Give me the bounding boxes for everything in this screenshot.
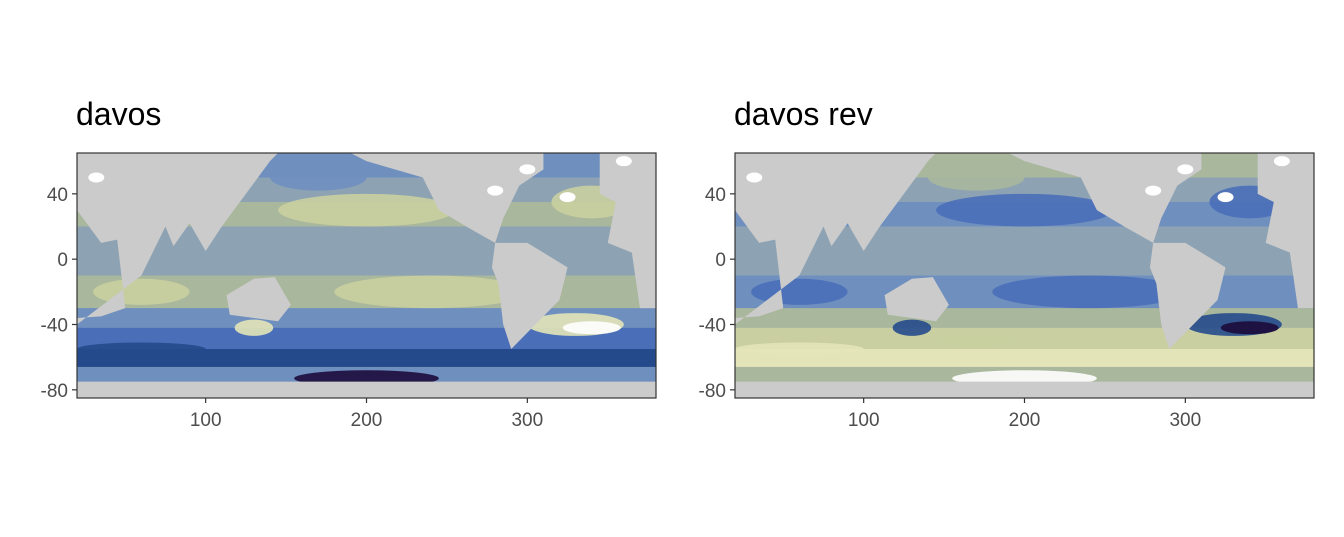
- missing-data-patch: [1218, 192, 1234, 202]
- map-field: [77, 153, 656, 398]
- ocean-feature: [563, 321, 621, 334]
- ocean-feature: [278, 194, 455, 227]
- ocean-feature: [936, 334, 1016, 347]
- x-tick-label: 100: [848, 410, 880, 431]
- missing-data-patch: [1177, 164, 1193, 174]
- ocean-feature: [270, 164, 367, 190]
- y-tick-label: -80: [699, 381, 726, 402]
- y-tick-label: 0: [715, 250, 726, 271]
- y-tick-label: -40: [699, 316, 726, 337]
- missing-data-patch: [616, 156, 632, 166]
- map-panel-davos: davos 100 200 300 40 0 -40 -80: [0, 0, 672, 537]
- ocean-band: [735, 227, 1314, 276]
- land-mass: [735, 382, 1314, 398]
- map-panel-davos-rev: davos rev 100 200 300 40 0 -40 -80: [658, 0, 1330, 537]
- missing-data-patch: [746, 173, 762, 183]
- ocean-feature: [1221, 321, 1279, 334]
- ocean-feature: [936, 194, 1113, 227]
- x-tick-label: 200: [351, 410, 383, 431]
- missing-data-patch: [88, 173, 104, 183]
- land-mass: [77, 382, 656, 398]
- ocean-feature: [893, 320, 932, 336]
- y-tick-label: -80: [41, 381, 68, 402]
- ocean-feature: [735, 342, 864, 355]
- missing-data-patch: [519, 164, 535, 174]
- ocean-feature: [751, 279, 848, 305]
- missing-data-patch: [487, 186, 503, 196]
- map-field: [735, 153, 1314, 398]
- ocean-band: [77, 227, 656, 276]
- y-tick-label: -40: [41, 316, 68, 337]
- ocean-feature: [278, 334, 358, 347]
- missing-data-patch: [1145, 186, 1161, 196]
- x-tick-label: 100: [190, 410, 222, 431]
- ocean-feature: [77, 342, 206, 355]
- x-tick-label: 300: [1169, 410, 1201, 431]
- y-tick-label: 40: [705, 185, 726, 206]
- x-tick-label: 200: [1009, 410, 1041, 431]
- ocean-feature: [93, 279, 190, 305]
- missing-data-patch: [1274, 156, 1290, 166]
- y-tick-label: 0: [57, 250, 68, 271]
- x-tick-label: 300: [511, 410, 543, 431]
- ocean-feature: [235, 320, 274, 336]
- missing-data-patch: [560, 192, 576, 202]
- y-tick-label: 40: [47, 185, 68, 206]
- ocean-feature: [928, 164, 1025, 190]
